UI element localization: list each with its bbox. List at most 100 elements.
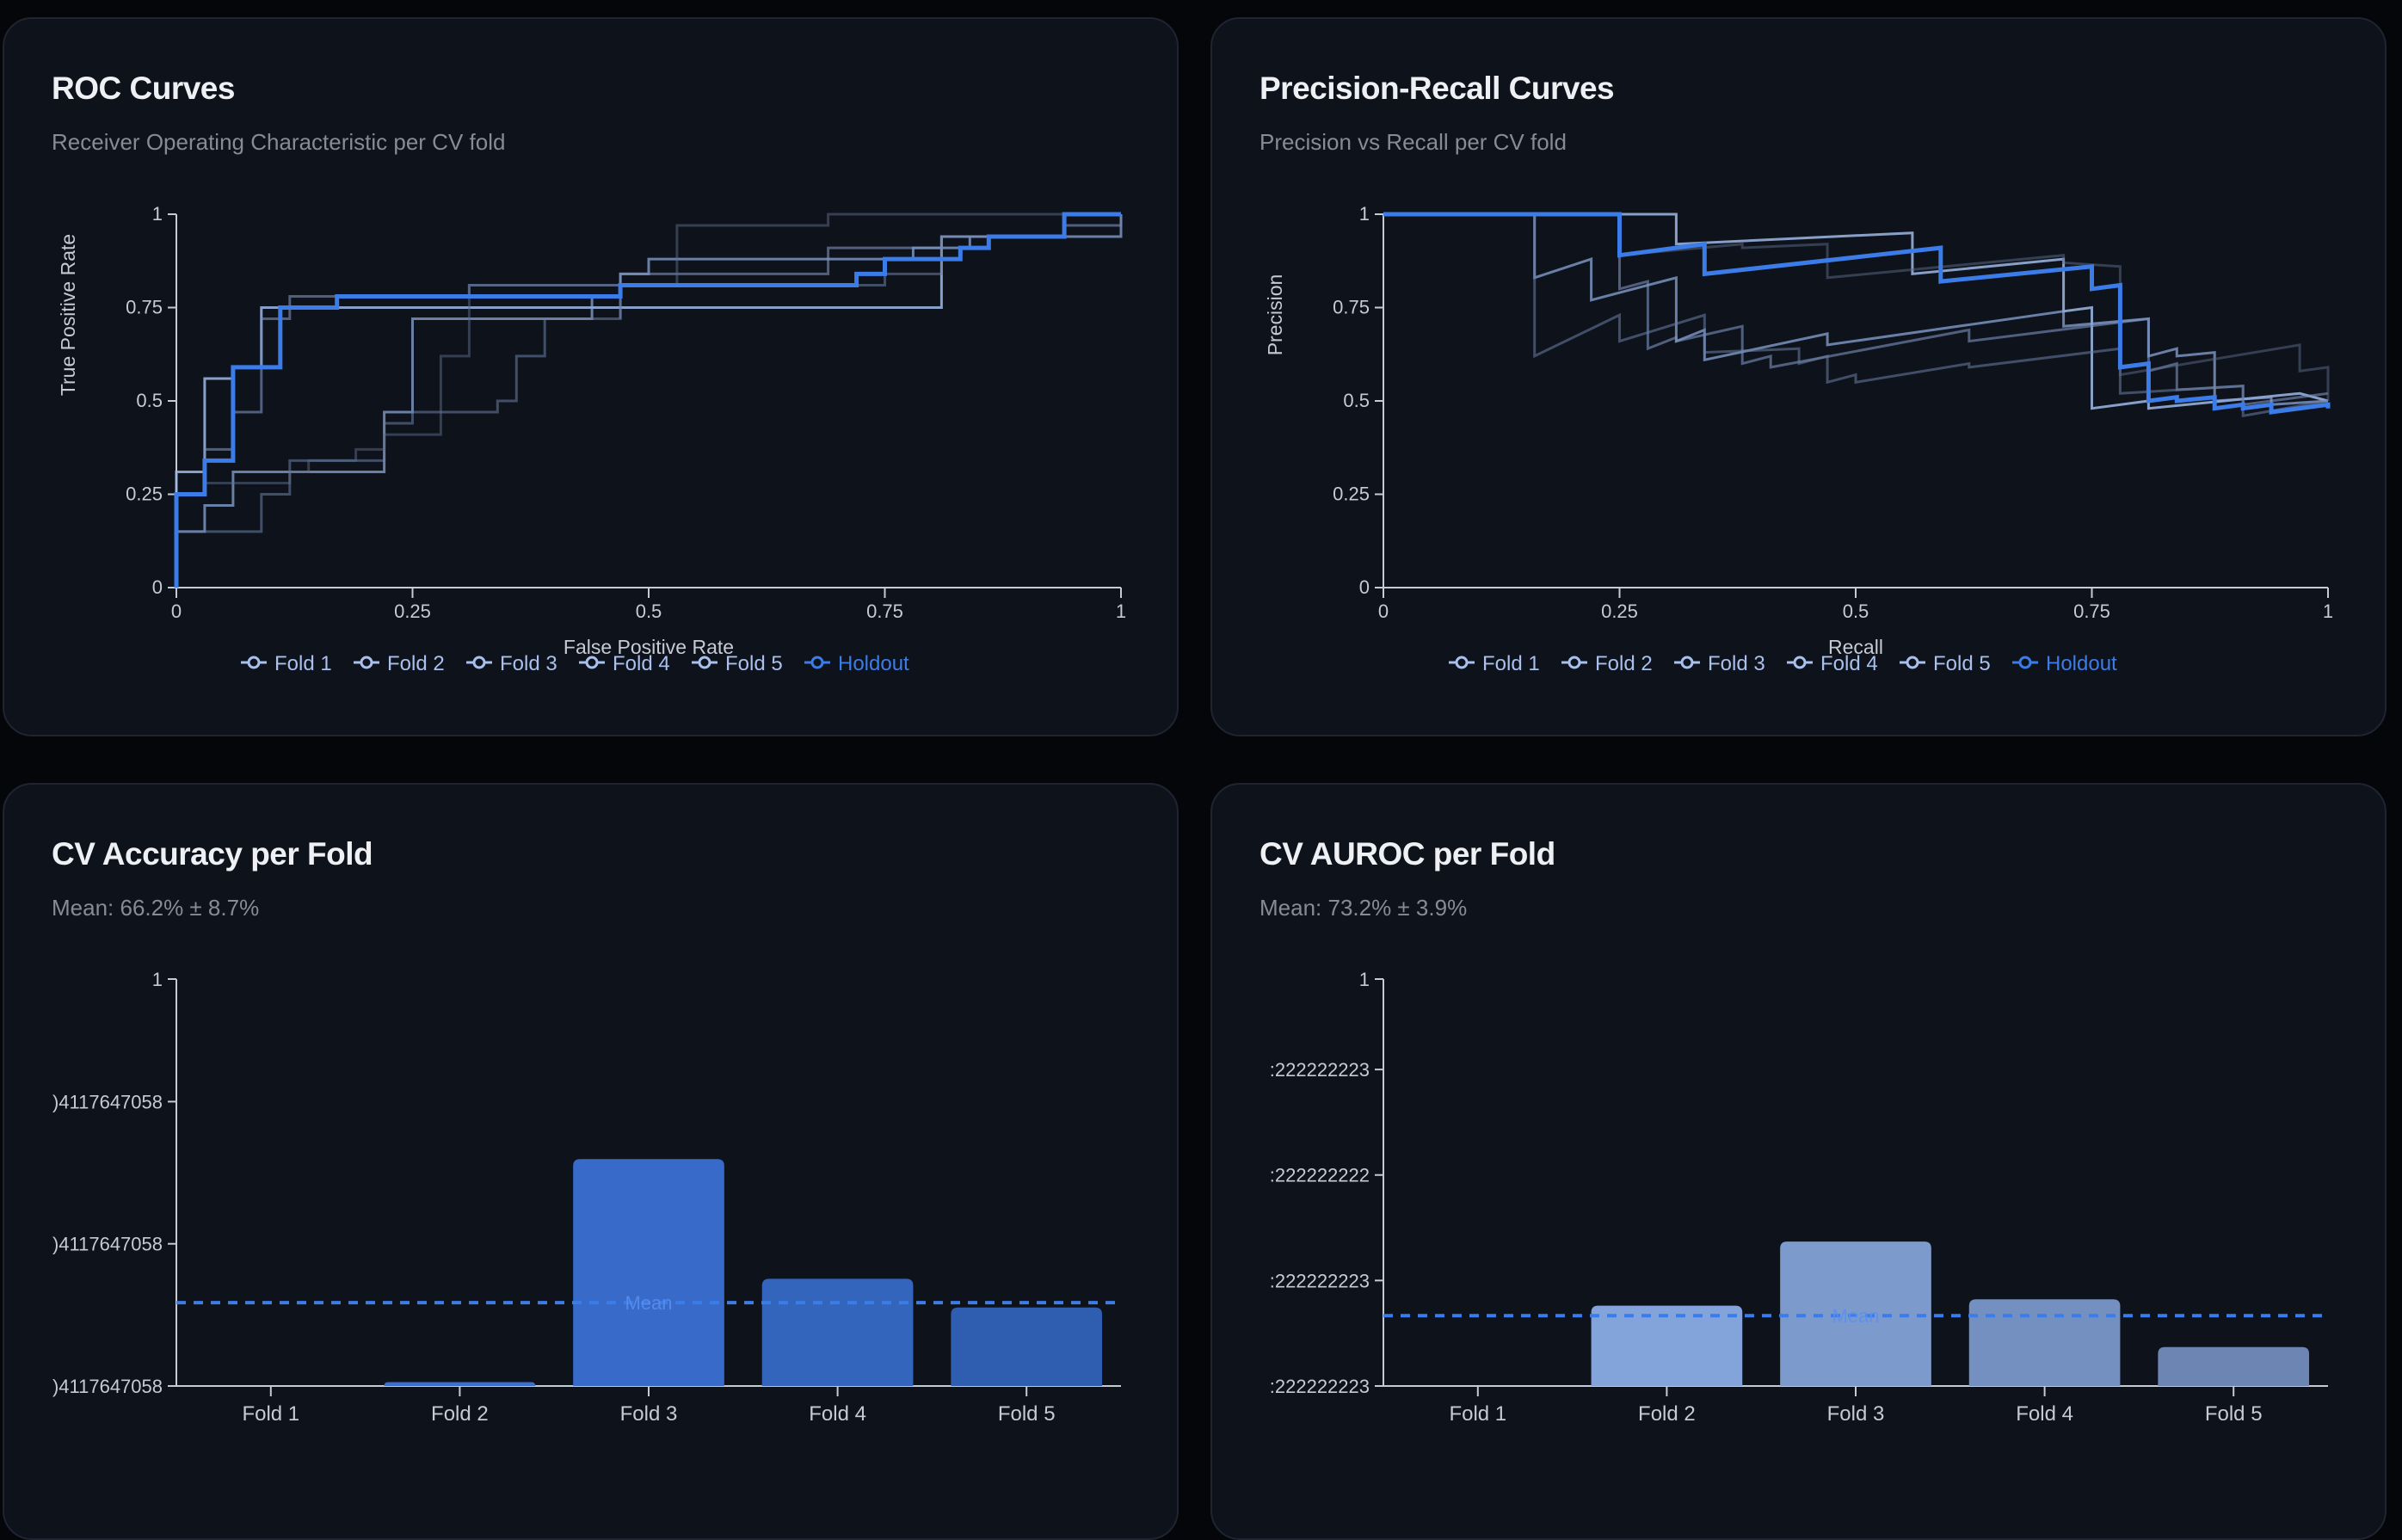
legend-marker-icon — [1455, 656, 1469, 669]
pr-legend-item[interactable]: Fold 3 — [1674, 652, 1765, 675]
acc-bar[interactable] — [761, 1278, 914, 1386]
acc-chart: )4117647058)4117647058)4117647058 1 Fold 1… — [52, 969, 1121, 1426]
roc-series-fold-4 — [175, 214, 1123, 588]
pr-y-tick-label: 0.25 — [1333, 484, 1370, 505]
roc-y-axis-label: True Positive Rate — [57, 234, 79, 396]
roc-series-holdout — [174, 212, 1121, 588]
roc-y-tick-label: 1 — [152, 203, 163, 225]
auc-y-tick-label: :222222222 — [1270, 1165, 1370, 1186]
pr-subtitle: Precision vs Recall per CV fold — [1260, 129, 1567, 155]
pr-legend-label: Fold 4 — [1820, 652, 1878, 675]
pr-legend-item[interactable]: Fold 2 — [1561, 652, 1653, 675]
pr-x-tick-label: 0.5 — [1843, 601, 1869, 622]
roc-x-axis-label: False Positive Rate — [564, 636, 734, 658]
roc-legend-item[interactable]: Fold 1 — [241, 652, 332, 675]
roc-legend-label: Fold 4 — [613, 652, 670, 675]
acc-bar[interactable] — [573, 1159, 724, 1386]
roc-legend-item[interactable]: Fold 3 — [466, 652, 557, 675]
acc-bar[interactable] — [951, 1307, 1103, 1386]
legend-marker-icon — [810, 656, 824, 669]
roc-legend-label: Holdout — [838, 652, 909, 675]
auc-bar[interactable] — [1591, 1305, 1743, 1386]
roc-legend-item[interactable]: Fold 2 — [354, 652, 445, 675]
pr-series-fold-3 — [1383, 213, 2329, 407]
roc-legend-item[interactable]: Fold 4 — [579, 652, 670, 675]
roc-y-tick-label: 0.75 — [126, 297, 163, 318]
roc-y-tick-label: 0.5 — [136, 390, 163, 411]
legend-marker-icon — [472, 656, 486, 669]
roc-legend-label: Fold 1 — [274, 652, 332, 675]
roc-series-fold-5 — [175, 213, 1121, 588]
pr-y-axis-label: Precision — [1264, 274, 1286, 356]
charts-canvas: 0 0.25 0.5 0.75 1 0 0.25 0.5 0.75 1 False Positive… — [52, 203, 2333, 1426]
acc-x-tick-label: Fold 4 — [809, 1402, 866, 1426]
legend-marker-icon — [698, 656, 711, 669]
pr-series-fold-2 — [1383, 213, 2329, 406]
pr-y-tick-label: 1 — [1359, 203, 1370, 225]
pr-legend-label: Fold 5 — [1933, 652, 1991, 675]
pr-chart: 0 0.25 0.5 0.75 1 0 0.25 0.5 0.75 1 Recall Precisio… — [1264, 203, 2333, 675]
acc-bar[interactable] — [384, 1382, 536, 1386]
roc-x-tick-label: 0.75 — [866, 601, 903, 622]
pr-card: Precision-Recall Curves Precision vs Rec… — [1210, 17, 2387, 736]
pr-legend-label: Fold 3 — [1708, 652, 1765, 675]
accuracy-title: CV Accuracy per Fold — [52, 836, 373, 872]
legend-marker-icon — [1567, 656, 1581, 669]
pr-legend-label: Holdout — [2046, 652, 2117, 675]
pr-y-tick-label: 0.5 — [1343, 390, 1370, 411]
pr-x-axis-label: Recall — [1828, 636, 1883, 658]
pr-x-tick-label: 0.25 — [1601, 601, 1638, 622]
pr-x-tick-label: 1 — [2323, 601, 2333, 622]
roc-legend-label: Fold 3 — [500, 652, 557, 675]
pr-series-fold-5 — [1383, 213, 2330, 401]
auc-y-tick-label: :222222223 — [1270, 1059, 1370, 1081]
acc-y-tick-label: )4117647058 — [52, 1376, 163, 1397]
pr-legend-item[interactable]: Fold 5 — [1900, 652, 1991, 675]
pr-y-tick-label: 0.75 — [1333, 297, 1370, 318]
roc-subtitle: Receiver Operating Characteristic per CV… — [52, 129, 506, 155]
pr-x-tick-label: 0.75 — [2073, 601, 2110, 622]
legend-marker-icon — [360, 656, 373, 669]
acc-x-tick-label: Fold 5 — [998, 1402, 1056, 1426]
acc-y-tick-label: )4117647058 — [52, 1234, 163, 1255]
roc-title: ROC Curves — [52, 71, 235, 106]
roc-series-fold-2 — [175, 214, 1123, 588]
auroc-card: CV AUROC per Fold Mean: 73.2% ± 3.9% — [1210, 783, 2387, 1540]
accuracy-subtitle: Mean: 66.2% ± 8.7% — [52, 895, 260, 921]
auc-x-tick-label: Fold 5 — [2205, 1402, 2263, 1426]
auc-x-tick-label: Fold 4 — [2016, 1402, 2073, 1426]
pr-legend-label: Fold 2 — [1595, 652, 1653, 675]
pr-y-tick-label: 0 — [1359, 576, 1370, 598]
roc-legend-item[interactable]: Fold 5 — [692, 652, 783, 675]
auc-x-tick-label: Fold 2 — [1638, 1402, 1696, 1426]
pr-legend-item[interactable]: Fold 1 — [1449, 652, 1540, 675]
roc-card: ROC Curves Receiver Operating Characteri… — [3, 17, 1179, 736]
roc-x-tick-label: 1 — [1116, 601, 1126, 622]
roc-legend-label: Fold 2 — [387, 652, 445, 675]
pr-legend-label: Fold 1 — [1482, 652, 1540, 675]
pr-series-fold-4 — [1383, 213, 2329, 418]
pr-legend-item[interactable]: Holdout — [2012, 652, 2117, 675]
auc-x-tick-label: Fold 3 — [1827, 1402, 1885, 1426]
auroc-title: CV AUROC per Fold — [1260, 836, 1555, 872]
roc-y-tick-label: 0.25 — [126, 484, 163, 505]
auc-bar[interactable] — [2158, 1346, 2310, 1386]
auc-y-tick-label: :222222223 — [1270, 1270, 1370, 1291]
auc-x-tick-label: Fold 1 — [1449, 1402, 1506, 1426]
legend-marker-icon — [585, 656, 599, 669]
auc-bar[interactable] — [1968, 1299, 2121, 1386]
legend-marker-icon — [1906, 656, 1919, 669]
legend-marker-icon — [1680, 656, 1694, 669]
legend-marker-icon — [1793, 656, 1807, 669]
pr-title: Precision-Recall Curves — [1260, 71, 1615, 106]
roc-legend-item[interactable]: Holdout — [804, 652, 909, 675]
roc-y-tick-label: 0 — [152, 576, 163, 598]
acc-x-tick-label: Fold 3 — [620, 1402, 678, 1426]
acc-x-tick-label: Fold 2 — [431, 1402, 489, 1426]
acc-x-tick-label: Fold 1 — [242, 1402, 299, 1426]
acc-y-tick-label: )4117647058 — [52, 1091, 163, 1112]
pr-legend-item[interactable]: Fold 4 — [1787, 652, 1878, 675]
roc-legend-label: Fold 5 — [725, 652, 783, 675]
auroc-subtitle: Mean: 73.2% ± 3.9% — [1260, 895, 1468, 921]
auc-bar[interactable] — [1780, 1241, 1931, 1386]
